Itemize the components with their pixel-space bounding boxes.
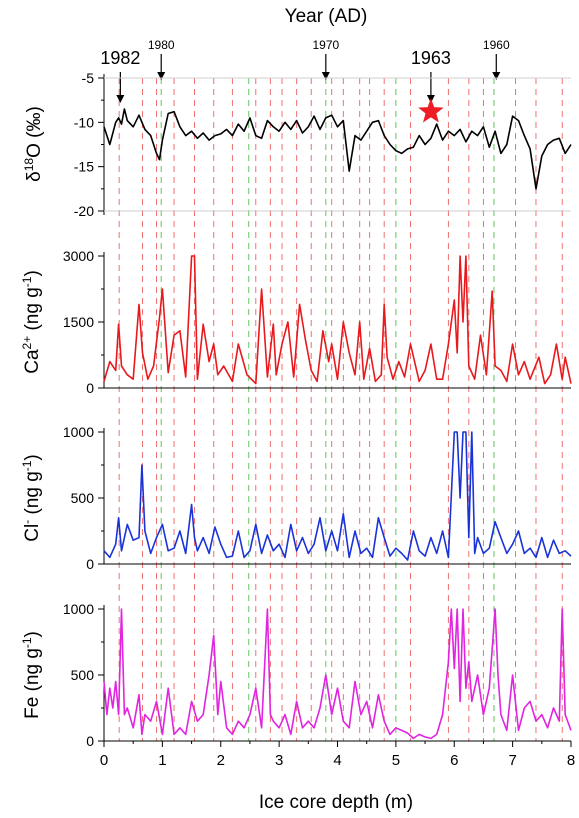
year-markers: 1982 1980 1970 1963 1960 [100, 38, 510, 123]
x-axis: 0 1 2 3 4 5 6 7 8 [100, 740, 575, 769]
series-line-cl [103, 431, 572, 561]
y-tick-label: 0 [86, 733, 94, 749]
x-axis-label: Ice core depth (m) [259, 792, 413, 813]
year-marker-label: 1982 [100, 48, 140, 68]
x-tick-label: 1 [158, 752, 166, 769]
series-line-ca [103, 255, 572, 385]
y-tick-label: -15 [74, 159, 94, 175]
y-tick-label: 1000 [63, 424, 94, 440]
year-marker-label: 1960 [483, 38, 510, 52]
x-tick-label: 7 [508, 752, 516, 769]
data-panels: -5 -10 -15 -20 δ18O (‰) 0 1500 3000 Ca2+ (ng g-1… [20, 70, 572, 749]
year-marker-arrowhead [116, 95, 125, 103]
star-marker [418, 98, 444, 123]
series-line-fe [103, 608, 572, 740]
y-tick-label: 500 [71, 490, 95, 506]
panel-d18o: -5 -10 -15 -20 δ18O (‰) [22, 70, 572, 219]
y-tick-label: 0 [86, 380, 94, 396]
panel-fe: 0 500 1000 Fe (ng g-1) [20, 601, 572, 749]
year-marker-label: 1980 [148, 38, 175, 52]
year-marker-arrowhead [492, 72, 501, 80]
year-marker-arrowhead [157, 72, 166, 80]
y-tick-label: 500 [71, 667, 95, 683]
y-axis-label-cl: Cl- (ng g-1) [20, 454, 43, 542]
y-axis-label-d18o: δ18O (‰) [22, 106, 45, 182]
y-tick-label: 1000 [63, 601, 94, 617]
year-marker-arrowhead [321, 72, 330, 80]
y-axis-label-fe: Fe (ng g-1) [20, 631, 43, 719]
x-tick-label: 0 [100, 752, 108, 769]
year-marker-label: 1963 [411, 48, 451, 68]
y-tick-label: 3000 [63, 248, 94, 264]
panel-ca: 0 1500 3000 Ca2+ (ng g-1) [20, 248, 572, 396]
x-tick-label: 3 [275, 752, 283, 769]
y-axis-label-ca: Ca2+ (ng g-1) [20, 270, 43, 374]
x-tick-label: 2 [217, 752, 225, 769]
panel-cl: 0 500 1000 Cl- (ng g-1) [20, 424, 572, 572]
x-tick-label: 5 [392, 752, 400, 769]
x-tick-label: 4 [333, 752, 341, 769]
x-tick-label: 6 [450, 752, 458, 769]
top-axis-title: Year (AD) [285, 6, 368, 27]
y-tick-label: 0 [86, 556, 94, 572]
y-tick-label: 1500 [63, 314, 94, 330]
year-marker-label: 1970 [312, 38, 339, 52]
x-tick-label: 8 [567, 752, 575, 769]
y-tick-label: -5 [82, 70, 95, 86]
y-tick-label: -20 [74, 203, 94, 219]
series-line-d18o [103, 108, 572, 190]
y-tick-label: -10 [74, 114, 94, 130]
